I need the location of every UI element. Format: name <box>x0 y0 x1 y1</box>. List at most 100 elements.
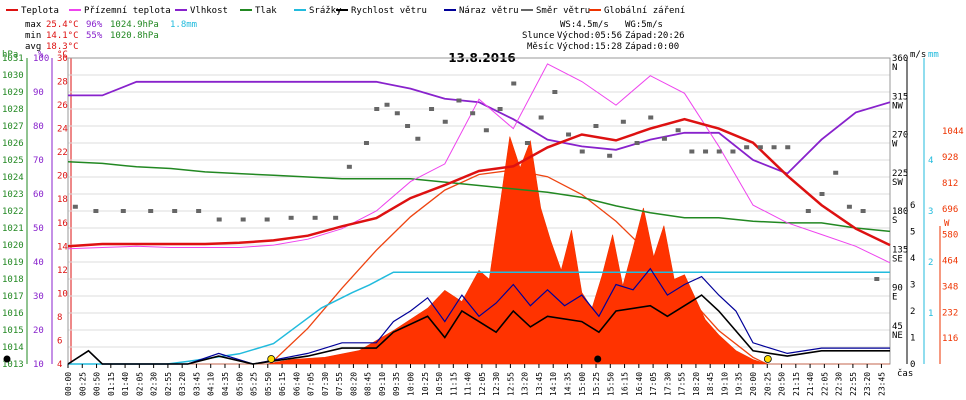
x-tick-label: 08:20 <box>349 372 358 396</box>
x-tick-label: 12:55 <box>506 372 515 396</box>
dir-tick: 45 <box>892 322 903 332</box>
hum-tick: 80 <box>33 122 44 132</box>
dir-tick: 225 <box>892 169 908 179</box>
info-block: WS:4.5m/s WG:5m/s Slunce Východ:05:56 Zá… <box>522 20 685 52</box>
moonrise-marker <box>594 355 602 363</box>
stat-min-press: 1020.8hPa <box>110 31 159 41</box>
x-tick-label: 21:40 <box>806 372 815 396</box>
dir-tick: NE <box>892 331 903 341</box>
hpa-tick: 1020 <box>2 241 24 251</box>
x-tick-label: 18:20 <box>692 372 701 396</box>
sunset-marker <box>763 355 772 363</box>
dir-tick: 270 <box>892 131 908 141</box>
x-tick-label: 13:45 <box>535 372 544 396</box>
dir-tick: NW <box>892 101 903 111</box>
x-tick-label: 02:05 <box>135 372 144 396</box>
x-tick-label: 18:45 <box>706 372 715 396</box>
x-tick-label: 00:25 <box>78 372 87 396</box>
wind-direction-point <box>93 209 99 213</box>
stat-max-hum: 96% <box>86 20 103 30</box>
temp-tick: 12 <box>57 266 68 276</box>
x-tick-label: 01:15 <box>107 372 116 396</box>
wind-direction-point <box>216 217 222 222</box>
wind-direction-point <box>333 215 339 220</box>
legend-label-6: Rychlost větru <box>351 6 427 16</box>
x-tick-label: 23:20 <box>863 372 872 396</box>
x-tick-label: 10:00 <box>407 372 416 396</box>
wind-direction-point <box>312 215 318 220</box>
legend-label-1: Teplota <box>21 6 59 16</box>
wind-direction-point <box>363 141 369 145</box>
wind-direction-point <box>648 115 654 120</box>
x-tick-label: 20:00 <box>749 372 758 396</box>
wind-direction-point <box>374 107 380 111</box>
x-tick-label: 15:00 <box>578 372 587 396</box>
wind-direction-point <box>394 111 400 116</box>
hum-tick: 60 <box>33 190 44 200</box>
stat-max-rain: 1.8mm <box>170 20 197 30</box>
mm-tick: 2 <box>928 258 933 268</box>
ms-tick: 3 <box>910 281 915 291</box>
wind-direction-point <box>264 217 270 222</box>
wind-direction-point <box>497 107 503 111</box>
temperature-line <box>67 117 891 248</box>
wind-direction-point <box>196 209 202 213</box>
hpa-tick: 1014 <box>2 343 24 353</box>
ms-tick: 5 <box>910 228 915 238</box>
mm-tick: 1 <box>928 309 933 319</box>
wind-direction-point <box>846 204 852 209</box>
temp-tick: 6 <box>57 336 62 346</box>
x-tick-label: 11:15 <box>449 372 458 396</box>
rad-tick: 928 <box>942 153 958 163</box>
x-tick-label: 02:55 <box>164 372 173 396</box>
rad-tick: 696 <box>942 205 958 215</box>
x-tick-label: 23:45 <box>877 372 886 396</box>
temp-tick: 16 <box>57 219 68 229</box>
x-tick-label: 10:50 <box>435 372 444 396</box>
rad-tick: 464 <box>942 257 958 267</box>
dir-tick: 90 <box>892 284 903 294</box>
stat-min-label: min <box>25 31 41 41</box>
x-tick-label: 09:10 <box>378 372 387 396</box>
x-tick-label: 06:40 <box>292 372 301 396</box>
rad-tick: 232 <box>942 308 958 318</box>
temp-tick: 30 <box>57 54 68 64</box>
wind-direction-point <box>442 119 448 124</box>
legend: Teplota Přízemní teplota Vlhkost Tlak Srážky… <box>6 6 685 16</box>
temp-tick: 20 <box>57 172 68 182</box>
x-tick-label: 17:05 <box>649 372 658 396</box>
x-tick-label: 20:25 <box>763 372 772 396</box>
temp-tick: 18 <box>57 195 68 205</box>
hpa-tick: 1025 <box>2 156 24 166</box>
stat-min-hum: 55% <box>86 31 103 41</box>
x-tick-label: 11:40 <box>464 372 473 396</box>
stat-max-label: max <box>25 20 42 30</box>
wind-direction-point <box>172 209 178 213</box>
hpa-tick: 1024 <box>2 173 24 183</box>
x-tick-label: 00:50 <box>93 372 102 396</box>
dir-tick: W <box>892 140 898 150</box>
x-tick-label: 14:10 <box>549 372 558 396</box>
x-tick-label: 10:25 <box>421 372 430 396</box>
hum-tick: 90 <box>33 88 44 98</box>
x-axis: 00:00 00:25 00:50 01:15 01:40 02:05 02:30 02:55… <box>64 364 913 396</box>
wind-direction-point <box>552 90 558 94</box>
legend-label-5: Srážky <box>309 6 342 16</box>
rad-tick: 1044 <box>942 127 964 137</box>
hpa-tick: 1022 <box>2 207 24 217</box>
ms-tick: 0 <box>910 360 915 370</box>
stat-avg-temp: 18.3°C <box>46 42 79 52</box>
info-sun-label: Slunce <box>522 31 555 41</box>
hpa-tick: 1013 <box>2 360 24 370</box>
hpa-tick: 1023 <box>2 190 24 200</box>
wind-direction-point <box>593 124 599 128</box>
wind-direction-point <box>675 128 681 133</box>
wind-direction-point <box>120 209 126 213</box>
wind-direction-point <box>566 132 572 137</box>
wind-direction-point <box>874 277 880 281</box>
hpa-tick: 1030 <box>2 71 24 81</box>
legend-label-2: Přízemní teplota <box>84 6 171 16</box>
legend-label-8: Směr větru <box>536 6 590 16</box>
wind-direction-point <box>346 164 352 169</box>
